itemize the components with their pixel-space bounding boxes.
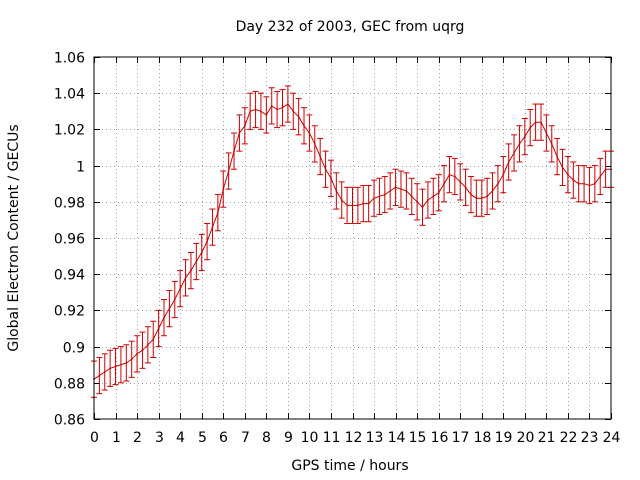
chart-title: Day 232 of 2003, GEC from uqrg [236,19,465,35]
x-tick-label: 11 [323,430,341,446]
data-series [91,85,614,398]
y-tick-label: 1.02 [54,123,85,139]
x-tick-label: 16 [431,430,449,446]
x-tick-label: 4 [176,430,185,446]
y-tick-label: 1 [76,160,85,176]
x-axis-label: GPS time / hours [291,458,408,474]
series-line [93,103,611,380]
x-tick-label: 13 [366,430,384,446]
y-tick-label: 1.04 [54,87,85,103]
x-tick-label: 10 [301,430,319,446]
x-tick-label: 20 [517,430,535,446]
x-tick-label: 14 [388,430,406,446]
y-axis-label: Global Electron Content / GECUs [6,124,22,351]
x-tick-label: 5 [198,430,207,446]
x-tick-label: 15 [409,430,427,446]
y-tick-label: 0.94 [54,268,85,284]
x-tick-label: 9 [284,430,293,446]
x-tick-label: 19 [495,430,513,446]
grid-lines [94,57,611,419]
x-tick-label: 22 [560,430,578,446]
y-tick-label: 1.06 [54,51,85,67]
x-tick-label: 23 [581,430,599,446]
x-tick-label: 24 [603,430,621,446]
plot-frame [93,56,612,420]
x-tick-label: 17 [452,430,470,446]
x-tick-label: 12 [345,430,363,446]
y-tick-label: 0.86 [54,413,85,429]
y-tick-label: 0.96 [54,232,85,248]
y-tick-label: 0.92 [54,304,85,320]
x-tick-label: 3 [155,430,164,446]
y-tick-label: 0.9 [63,341,85,357]
x-tick-label: 2 [133,430,142,446]
y-tick-label: 0.98 [54,196,85,212]
x-tick-label: 8 [262,430,271,446]
x-tick-label: 18 [474,430,492,446]
x-tick-label: 21 [538,430,556,446]
x-tick-label: 6 [219,430,228,446]
x-tick-label: 7 [241,430,250,446]
x-tick-label: 0 [90,430,99,446]
x-tick-label: 1 [112,430,121,446]
axis-ticks: 0.86 0.88 0.9 0.92 0.94 0.96 0.98 1 1.02 1.04 1.06… [54,51,621,447]
y-tick-label: 0.88 [54,377,85,393]
